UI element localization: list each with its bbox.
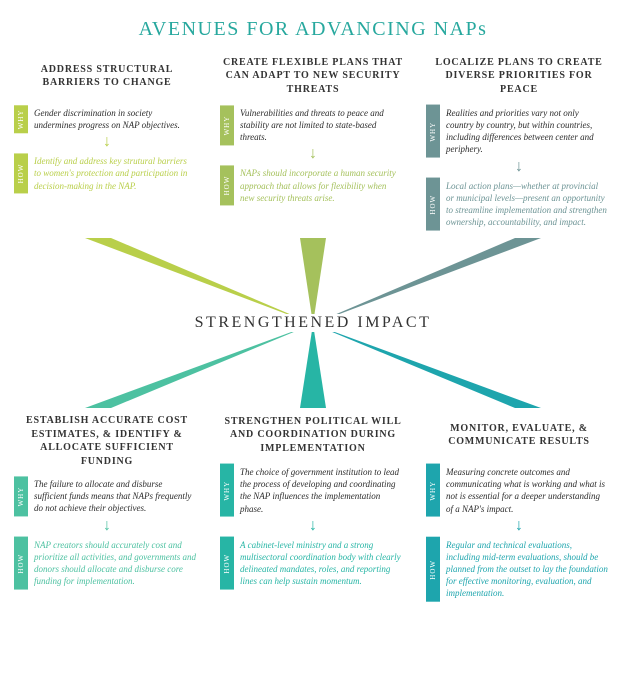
- why-tag: WHY: [220, 464, 234, 517]
- top-column: LOCALIZE PLANS TO CREATE DIVERSE PRIORIT…: [426, 55, 612, 230]
- why-text: The choice of government institution to …: [234, 464, 406, 517]
- how-block: HOWNAPs should incorporate a human secur…: [220, 165, 406, 205]
- how-tag: HOW: [426, 537, 440, 602]
- how-block: HOWA cabinet-level ministry and a strong…: [220, 537, 406, 590]
- arrow-down-icon: ↓: [14, 517, 200, 537]
- how-text: Regular and technical evaluations, inclu…: [440, 537, 612, 602]
- why-tag: WHY: [220, 105, 234, 145]
- arrow-down-icon: ↓: [220, 145, 406, 165]
- why-block: WHYVulnerabilities and threats to peace …: [220, 105, 406, 145]
- why-text: Vulnerabilities and threats to peace and…: [234, 105, 406, 145]
- bottom-column: MONITOR, EVALUATE, & COMMUNICATE RESULTS…: [426, 414, 612, 601]
- why-block: WHYMeasuring concrete outcomes and commu…: [426, 464, 612, 517]
- why-text: Gender discrimination in society undermi…: [28, 105, 200, 133]
- bottom-row: ESTABLISH ACCURATE COST ESTIMATES, & IDE…: [14, 414, 612, 601]
- how-block: HOWNAP creators should accurately cost a…: [14, 537, 200, 590]
- why-block: WHYRealities and priorities vary not onl…: [426, 105, 612, 158]
- how-tag: HOW: [14, 537, 28, 590]
- column-heading: LOCALIZE PLANS TO CREATE DIVERSE PRIORIT…: [426, 55, 612, 97]
- column-heading: ESTABLISH ACCURATE COST ESTIMATES, & IDE…: [14, 414, 200, 468]
- how-text: NAP creators should accurately cost and …: [28, 537, 200, 590]
- ray-triangle: [300, 324, 326, 408]
- ray-triangle: [85, 238, 313, 324]
- column-heading: ADDRESS STRUCTURAL BARRIERS TO CHANGE: [14, 55, 200, 97]
- how-text: Local action plans—whether at provincial…: [440, 178, 612, 231]
- arrow-down-icon: ↓: [14, 133, 200, 153]
- why-tag: WHY: [14, 105, 28, 133]
- arrow-down-icon: ↓: [426, 517, 612, 537]
- how-text: A cabinet-level ministry and a strong mu…: [234, 537, 406, 590]
- why-tag: WHY: [426, 105, 440, 158]
- why-text: Realities and priorities vary not only c…: [440, 105, 612, 158]
- ray-triangle: [313, 324, 541, 408]
- arrow-down-icon: ↓: [220, 517, 406, 537]
- top-column: ADDRESS STRUCTURAL BARRIERS TO CHANGE WHY…: [14, 55, 200, 230]
- column-heading: STRENGTHEN POLITICAL WILL AND COORDINATI…: [220, 414, 406, 456]
- bottom-column: ESTABLISH ACCURATE COST ESTIMATES, & IDE…: [14, 414, 200, 601]
- why-tag: WHY: [14, 476, 28, 516]
- why-block: WHYThe choice of government institution …: [220, 464, 406, 517]
- why-text: The failure to allocate and disburse suf…: [28, 476, 200, 516]
- center-band: STRENGTHENED IMPACT: [14, 238, 612, 408]
- why-block: WHYGender discrimination in society unde…: [14, 105, 200, 133]
- how-block: HOWLocal action plans—whether at provinc…: [426, 178, 612, 231]
- top-row: ADDRESS STRUCTURAL BARRIERS TO CHANGE WHY…: [14, 55, 612, 230]
- how-block: HOWRegular and technical evaluations, in…: [426, 537, 612, 602]
- how-tag: HOW: [220, 165, 234, 205]
- ray-triangle: [85, 324, 313, 408]
- how-tag: HOW: [426, 178, 440, 231]
- top-column: CREATE FLEXIBLE PLANS THAT CAN ADAPT TO …: [220, 55, 406, 230]
- why-block: WHYThe failure to allocate and disburse …: [14, 476, 200, 516]
- ray-triangle: [300, 238, 326, 324]
- arrow-down-icon: ↓: [426, 158, 612, 178]
- column-heading: MONITOR, EVALUATE, & COMMUNICATE RESULTS: [426, 414, 612, 456]
- page-title: AVENUES FOR ADVANCING NAPs: [14, 18, 612, 41]
- how-block: HOWIdentify and address key strutural ba…: [14, 153, 200, 193]
- bottom-column: STRENGTHEN POLITICAL WILL AND COORDINATI…: [220, 414, 406, 601]
- column-heading: CREATE FLEXIBLE PLANS THAT CAN ADAPT TO …: [220, 55, 406, 97]
- why-text: Measuring concrete outcomes and communic…: [440, 464, 612, 517]
- how-text: Identify and address key strutural barri…: [28, 153, 200, 193]
- how-tag: HOW: [14, 153, 28, 193]
- how-text: NAPs should incorporate a human security…: [234, 165, 406, 205]
- center-label: STRENGTHENED IMPACT: [191, 314, 436, 332]
- why-tag: WHY: [426, 464, 440, 517]
- how-tag: HOW: [220, 537, 234, 590]
- ray-triangle: [313, 238, 541, 324]
